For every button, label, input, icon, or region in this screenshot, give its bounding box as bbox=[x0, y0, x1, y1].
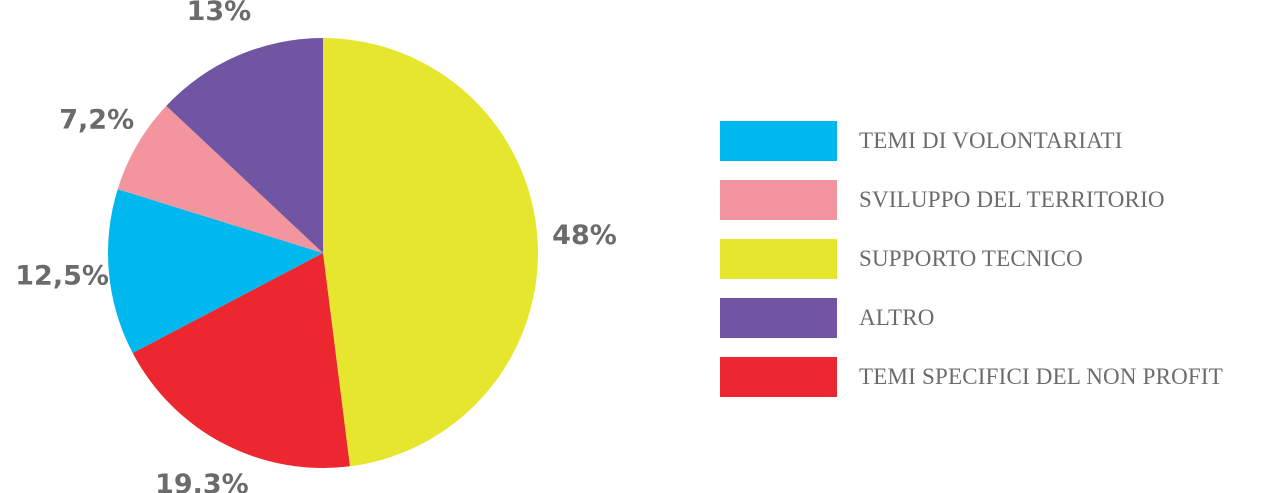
pie-slice-temi-specifici-del-non-profit bbox=[132, 253, 350, 468]
legend-label: SVILUPPO DEL TERRITORIO bbox=[859, 187, 1165, 212]
pie-labels: 48% 19,3% 12,5% 7,2% 13% bbox=[15, 0, 617, 493]
pie-label-altro: 13% bbox=[187, 0, 252, 27]
chart-legend: TEMI DI VOLONTARIATI SVILUPPO DEL TERRITO… bbox=[720, 121, 1223, 416]
pie-slice-altro bbox=[166, 38, 323, 253]
legend-swatch bbox=[720, 239, 837, 279]
legend-label: TEMI DI VOLONTARIATI bbox=[859, 128, 1123, 153]
legend-label: SUPPORTO TECNICO bbox=[859, 246, 1083, 271]
pie-label-sviluppo-del-territorio: 7,2% bbox=[59, 105, 134, 136]
legend-swatch bbox=[720, 121, 837, 161]
pie-slice-temi-di-volontariati bbox=[107, 189, 323, 354]
legend-swatch bbox=[720, 357, 837, 397]
pie-slice-sviluppo-del-territorio bbox=[117, 105, 323, 253]
pie-chart: 48% 19,3% 12,5% 7,2% 13% bbox=[15, 0, 617, 493]
legend-label: ALTRO bbox=[859, 305, 935, 330]
pie-label-temi-specifici-del-non-profit: 19,3% bbox=[155, 469, 249, 493]
legend-item-sviluppo-del-territorio: SVILUPPO DEL TERRITORIO bbox=[720, 180, 1223, 220]
legend-item-altro: ALTRO bbox=[720, 298, 1223, 338]
legend-swatch bbox=[720, 180, 837, 220]
pie-label-temi-di-volontariati: 12,5% bbox=[15, 260, 109, 291]
pie-label-supporto-tecnico: 48% bbox=[552, 220, 617, 251]
legend-swatch bbox=[720, 298, 837, 338]
legend-item-temi-di-volontariati: TEMI DI VOLONTARIATI bbox=[720, 121, 1223, 161]
pie-slice-supporto-tecnico bbox=[323, 38, 538, 467]
legend-label: TEMI SPECIFICI DEL NON PROFIT bbox=[859, 364, 1224, 389]
legend-item-supporto-tecnico: SUPPORTO TECNICO bbox=[720, 239, 1223, 279]
legend-item-temi-specifici-del-non-profit: TEMI SPECIFICI DEL NON PROFIT bbox=[720, 357, 1223, 397]
pie-slices bbox=[107, 38, 538, 468]
